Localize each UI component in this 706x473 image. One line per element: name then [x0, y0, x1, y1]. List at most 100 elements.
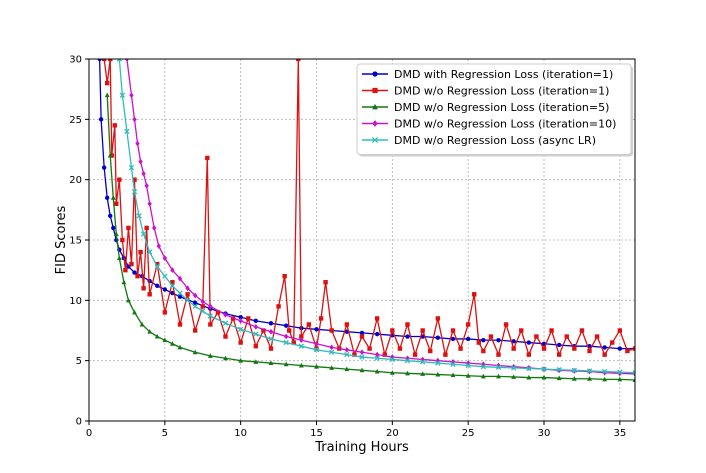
data-point [602, 352, 607, 357]
data-point [405, 370, 410, 376]
data-point [556, 342, 562, 348]
data-point [192, 328, 198, 333]
data-point [564, 334, 569, 339]
data-point [246, 316, 251, 321]
data-point [420, 359, 426, 365]
data-point [110, 195, 116, 200]
data-point [541, 366, 547, 372]
data-point [602, 376, 608, 382]
data-point [617, 376, 623, 382]
x-axis-label: Training Hours [314, 440, 409, 455]
data-point [359, 367, 365, 373]
data-point [420, 328, 425, 333]
data-point [154, 263, 160, 270]
data-point [329, 328, 334, 333]
series-line [106, 95, 635, 381]
data-point [314, 327, 319, 332]
data-point [476, 340, 481, 345]
data-point [105, 80, 110, 86]
data-point [420, 371, 426, 376]
data-point [318, 316, 324, 321]
data-point [526, 340, 532, 345]
data-point [124, 59, 130, 62]
legend: DMD with Regression Loss (iteration=1) DM… [356, 63, 633, 157]
data-point [632, 377, 635, 382]
data-point [541, 346, 547, 351]
data-point [238, 317, 243, 324]
data-point [154, 333, 160, 339]
legend-box [356, 63, 632, 155]
series-line [103, 59, 635, 356]
legend-entry: DMD w/o Regression Loss (iteration=5) [362, 101, 609, 114]
data-point [147, 249, 153, 255]
data-point [238, 340, 243, 345]
x-tick-label: 0 [86, 428, 92, 439]
data-point [450, 328, 456, 333]
data-point [283, 361, 289, 367]
data-point [610, 340, 615, 345]
series-2 [101, 59, 635, 357]
data-point [136, 213, 142, 219]
data-point [283, 323, 289, 328]
data-point [587, 348, 592, 354]
data-point [113, 231, 119, 236]
data-point [223, 334, 228, 339]
data-point [480, 373, 486, 379]
data-point [526, 352, 532, 357]
data-point [111, 225, 116, 231]
x-tick-label: 20 [386, 428, 399, 439]
data-point [132, 177, 137, 182]
data-point [435, 316, 441, 321]
data-point [496, 352, 501, 357]
data-point [185, 292, 190, 297]
legend-entry: DMD w/o Regression Loss (iteration=1) [362, 85, 609, 98]
data-point [132, 116, 137, 123]
legend-marker [372, 120, 378, 127]
data-point [329, 349, 335, 355]
data-point [200, 304, 205, 309]
data-point [170, 280, 175, 285]
x-tick-label: 35 [613, 428, 626, 439]
data-point [283, 339, 289, 346]
data-point [120, 237, 125, 243]
data-point [481, 337, 486, 343]
data-point [124, 128, 130, 135]
data-point [435, 335, 441, 340]
data-point [374, 355, 380, 361]
axis-ticks: 0 5 10 15 20 25 30 35 0 5 10 15 20 25 30 [69, 55, 626, 440]
data-point [435, 360, 441, 366]
legend-marker [371, 136, 379, 144]
data-point [450, 361, 456, 367]
data-point [276, 304, 281, 309]
data-point [299, 337, 304, 344]
data-point [511, 365, 517, 371]
data-point [98, 117, 104, 122]
data-point [207, 313, 213, 319]
data-point [435, 371, 441, 377]
data-point [128, 164, 135, 171]
data-point [390, 328, 395, 333]
data-point [556, 352, 562, 357]
data-point [119, 92, 126, 98]
data-point [389, 370, 395, 375]
data-point [617, 346, 623, 351]
data-point [450, 359, 456, 365]
x-tick-label: 30 [538, 428, 551, 439]
data-point [126, 225, 131, 231]
data-point [526, 365, 532, 372]
data-point [117, 177, 122, 182]
x-tick-label: 10 [234, 428, 247, 439]
data-point [121, 279, 127, 285]
data-point [450, 372, 456, 378]
y-tick-label: 25 [69, 115, 82, 126]
legend-entry: DMD w/o Regression Loss (iteration=10) [362, 118, 616, 131]
data-point [344, 322, 350, 327]
data-point [586, 368, 593, 374]
data-point [101, 165, 107, 170]
data-point [132, 270, 137, 275]
data-point [632, 346, 635, 351]
data-point [253, 324, 259, 330]
data-point [556, 375, 562, 381]
data-point [329, 365, 335, 370]
data-point [625, 348, 630, 354]
